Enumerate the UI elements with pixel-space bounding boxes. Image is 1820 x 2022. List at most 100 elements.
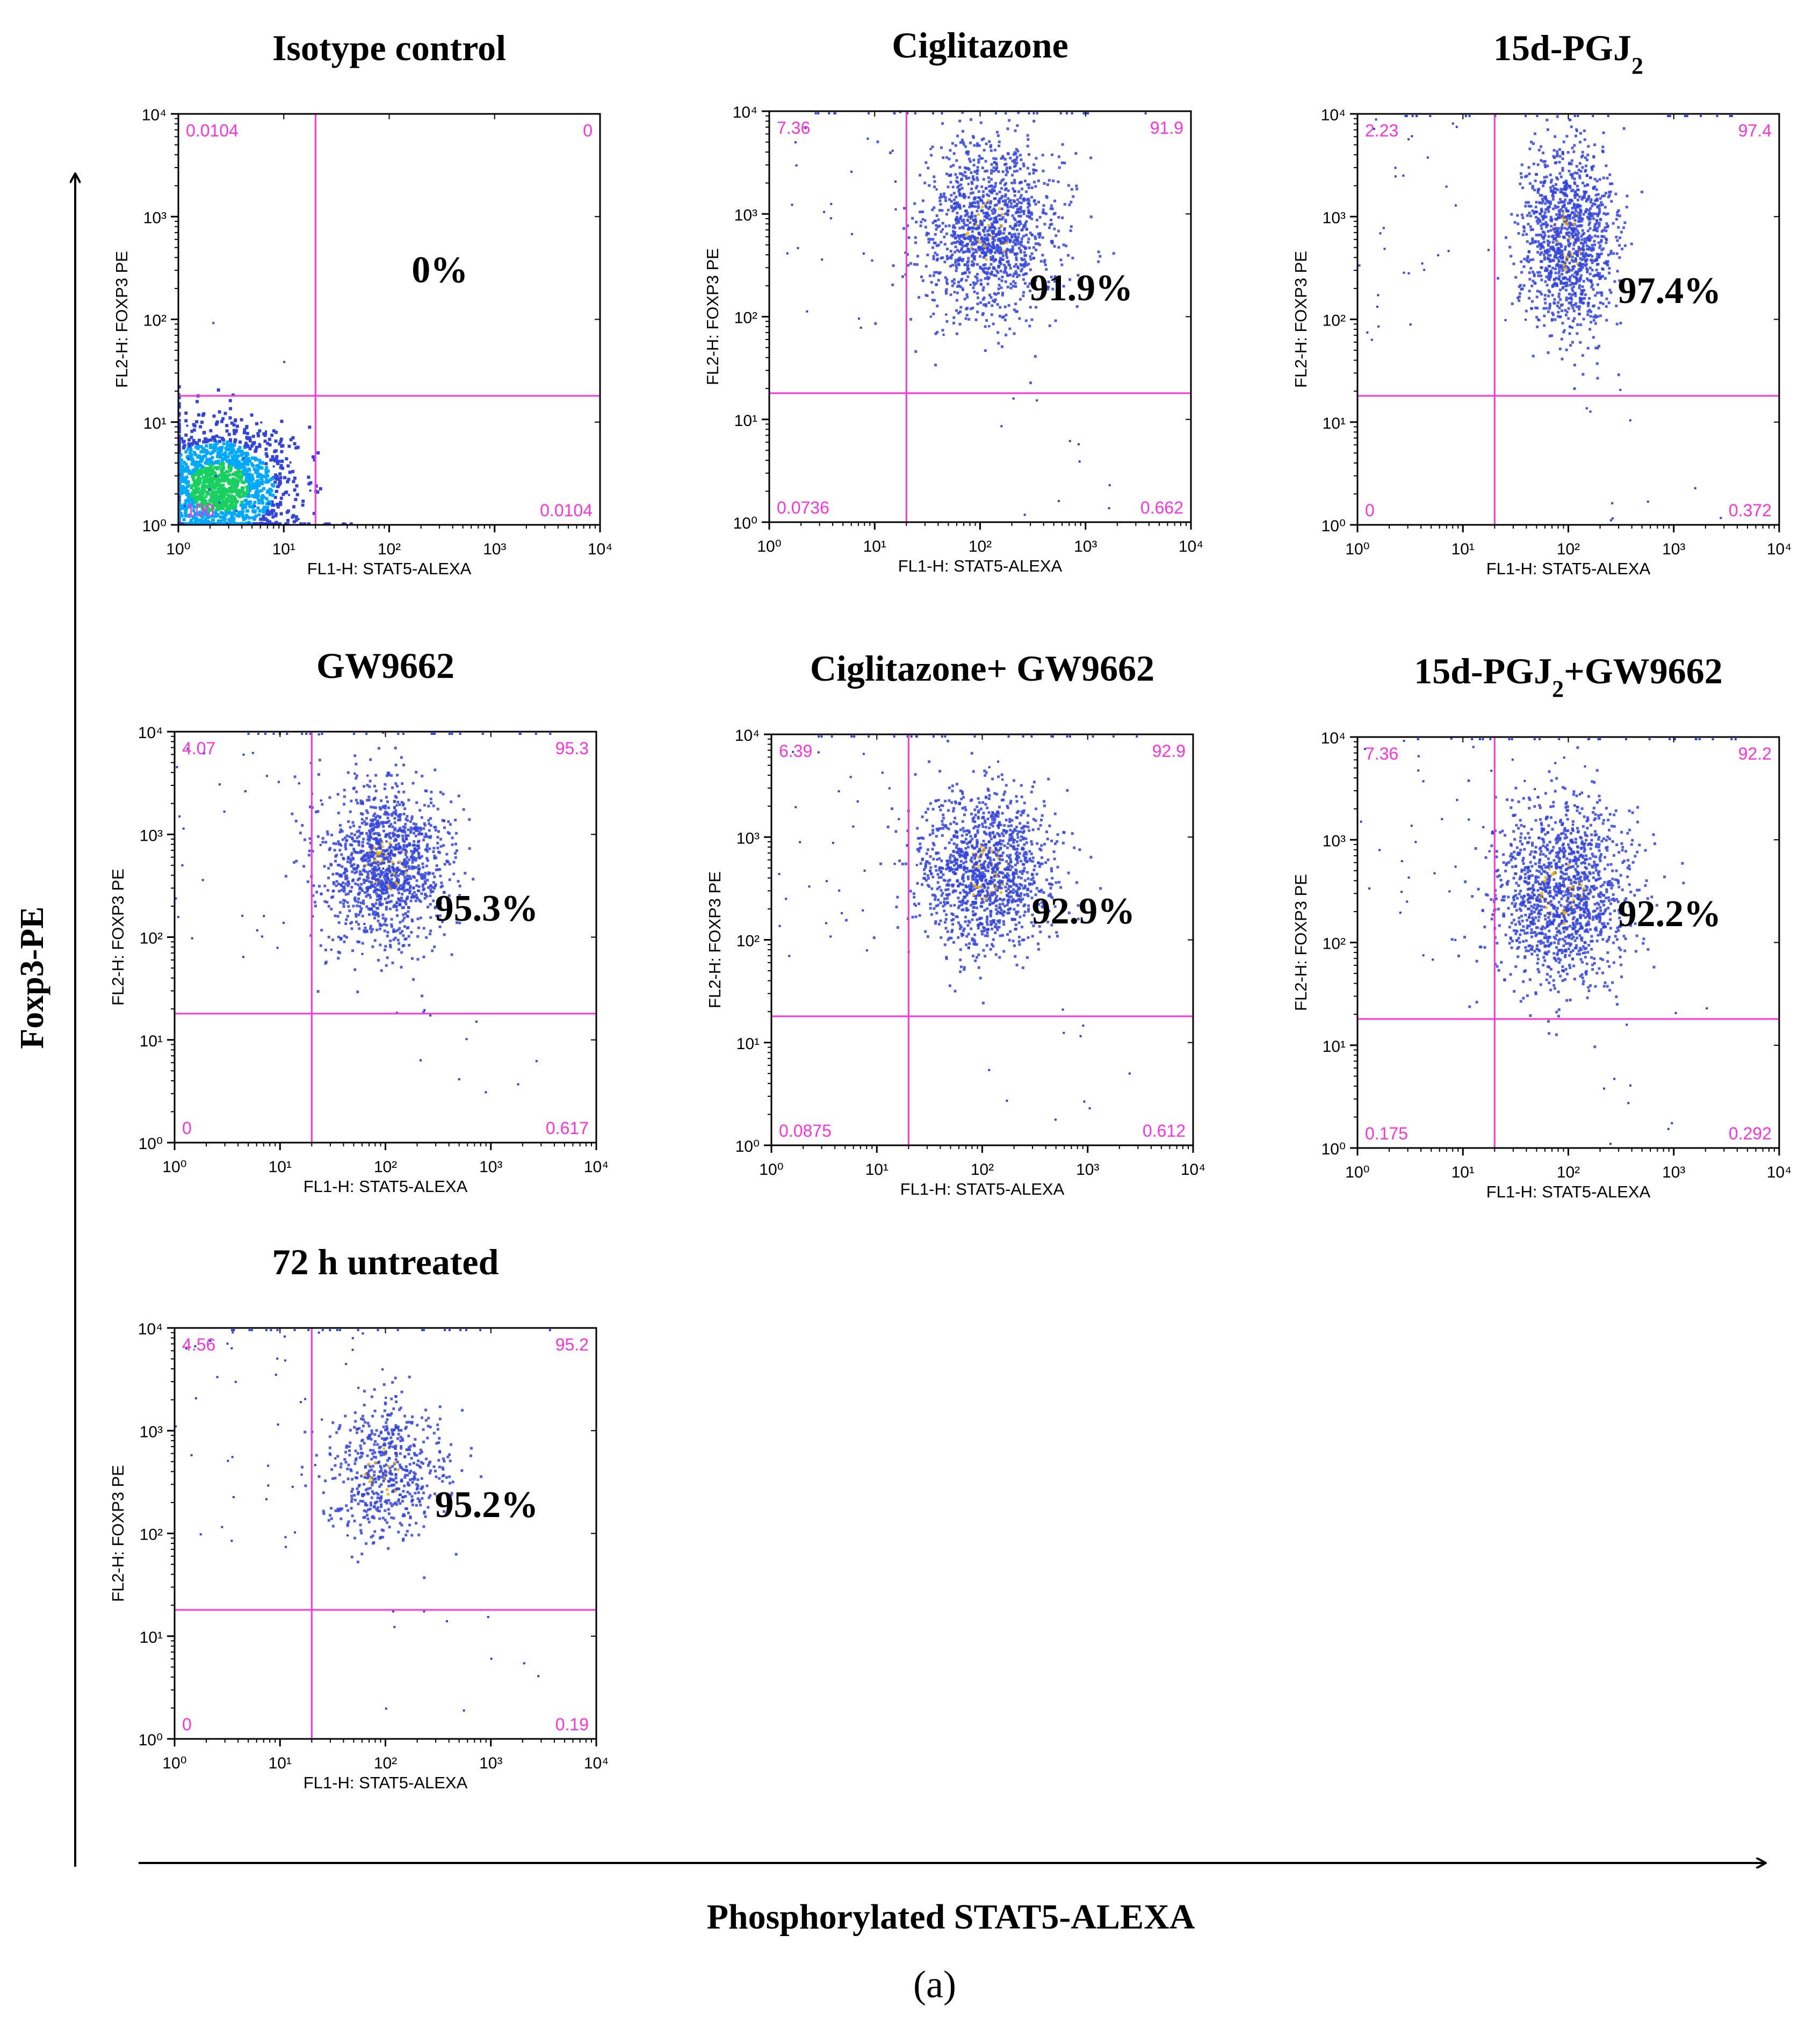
event-dot — [253, 517, 257, 521]
event-dot — [1557, 227, 1560, 230]
event-dot — [1014, 281, 1017, 285]
event-dot — [243, 472, 247, 476]
event-dot — [1043, 182, 1046, 185]
event-dot — [998, 314, 1001, 317]
event-dot — [268, 502, 272, 506]
event-dot — [392, 862, 395, 865]
event-dot — [1568, 262, 1571, 265]
y-tick-label: 10⁴ — [142, 106, 167, 124]
event-dot — [988, 205, 992, 208]
event-dot — [1599, 218, 1602, 221]
event-dot — [227, 518, 231, 522]
event-dot — [1061, 216, 1064, 219]
event-dot — [958, 119, 962, 122]
event-dot — [1573, 271, 1577, 275]
event-dot — [1548, 307, 1551, 310]
event-dot — [224, 446, 228, 450]
event-dot — [936, 257, 939, 261]
event-dot — [1547, 242, 1550, 245]
event-dot — [919, 224, 922, 227]
event-dot — [915, 263, 919, 266]
quadrant-value-ur: 91.9 — [1150, 118, 1183, 138]
event-dot — [195, 512, 199, 516]
event-dot — [976, 272, 979, 276]
event-dot — [1520, 163, 1523, 167]
event-dot — [287, 494, 290, 496]
event-dot — [1593, 240, 1596, 243]
event-dot — [293, 488, 297, 492]
event-dot — [1053, 275, 1057, 278]
event-dot — [1011, 214, 1014, 218]
event-dot — [988, 266, 991, 270]
event-dot — [1590, 285, 1593, 288]
event-dot — [217, 500, 221, 503]
event-dot — [957, 284, 960, 287]
event-dot — [270, 434, 274, 437]
event-dot — [1573, 275, 1576, 278]
event-dot — [1547, 200, 1550, 203]
event-dot — [275, 474, 279, 478]
event-dot — [1575, 257, 1577, 260]
event-dot — [1578, 286, 1581, 290]
event-dot — [1561, 223, 1564, 226]
event-dot — [958, 322, 962, 326]
event-dot — [1534, 241, 1537, 244]
event-dot — [220, 446, 224, 450]
event-dot — [267, 480, 271, 483]
event-dot — [1540, 266, 1543, 269]
event-dot — [907, 236, 911, 239]
event-dot — [201, 504, 205, 508]
event-dot — [1544, 166, 1547, 169]
event-dot — [1029, 381, 1032, 385]
event-dot — [999, 214, 1002, 217]
y-axis-label: FL2-H: FOXP3 PE — [1291, 251, 1310, 388]
event-dot — [421, 775, 424, 778]
event-dot — [255, 445, 258, 449]
event-dot — [937, 218, 940, 221]
event-dot — [1006, 260, 1009, 263]
event-dot — [1584, 255, 1587, 258]
event-dot — [1029, 255, 1032, 258]
event-dot — [1569, 119, 1572, 121]
event-dot — [221, 500, 225, 503]
panel-gw9662: GW966210⁰10⁰10¹10¹10²10²10³10³10⁴10⁴FL1-… — [109, 645, 609, 1196]
event-dot — [986, 283, 990, 286]
event-dot — [1594, 199, 1597, 203]
event-dot — [940, 193, 943, 196]
event-dot — [1574, 234, 1577, 237]
event-dot — [1017, 111, 1020, 114]
event-dot — [1551, 312, 1554, 315]
event-dot — [1051, 287, 1055, 291]
event-dot — [1603, 262, 1606, 265]
event-dot — [241, 507, 244, 510]
event-dot — [1447, 250, 1450, 252]
event-dot — [976, 172, 979, 175]
event-dot — [1024, 179, 1027, 183]
event-dot — [429, 933, 432, 936]
event-dot — [1566, 151, 1570, 154]
event-dot — [1520, 213, 1523, 216]
event-dot — [247, 495, 251, 499]
x-tick-label: 10³ — [1074, 538, 1097, 555]
event-dot — [1019, 222, 1022, 225]
event-dot — [1568, 301, 1571, 305]
event-dot — [960, 139, 964, 142]
y-axis-label: FL2-H: FOXP3 PE — [703, 248, 722, 385]
event-dot — [1564, 222, 1567, 225]
event-dot — [1547, 230, 1550, 233]
event-dot — [248, 479, 252, 483]
event-dot — [257, 501, 261, 505]
event-dot — [1605, 319, 1608, 322]
event-dot — [204, 454, 207, 458]
event-dot — [1729, 115, 1731, 117]
event-dot — [1569, 251, 1572, 254]
event-dot — [955, 269, 958, 272]
event-dot — [951, 230, 955, 233]
event-dot — [1547, 201, 1550, 204]
event-dot — [955, 215, 958, 219]
event-dot — [994, 227, 997, 230]
event-dot — [178, 523, 180, 525]
x-tick-label: 10⁴ — [1767, 540, 1792, 558]
event-dot — [955, 332, 958, 335]
event-dot — [1025, 214, 1029, 218]
